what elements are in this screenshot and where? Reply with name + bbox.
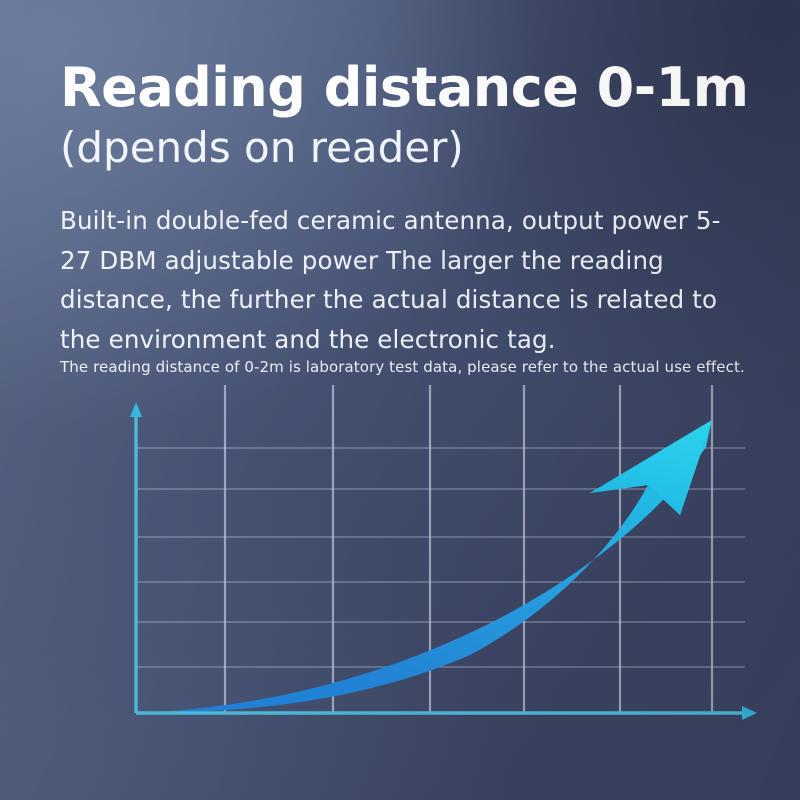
growth-arrow [137, 420, 712, 713]
power-distance-chart: 27dBm 16dBm 5dBm 输出功率 读卡距离 0.4米 0.7米 1米 [0, 385, 800, 785]
grid-vertical [223, 385, 714, 713]
page-subtitle: (dpends on reader) [60, 123, 464, 172]
description-paragraph: Built-in double-fed ceramic antenna, out… [60, 206, 721, 355]
chart-canvas [130, 385, 757, 720]
footnote-text: The reading distance of 0-2m is laborato… [60, 358, 745, 376]
x-axis [136, 706, 757, 720]
y-axis [130, 402, 142, 713]
page-title: Reading distance 0-1m [60, 56, 749, 119]
